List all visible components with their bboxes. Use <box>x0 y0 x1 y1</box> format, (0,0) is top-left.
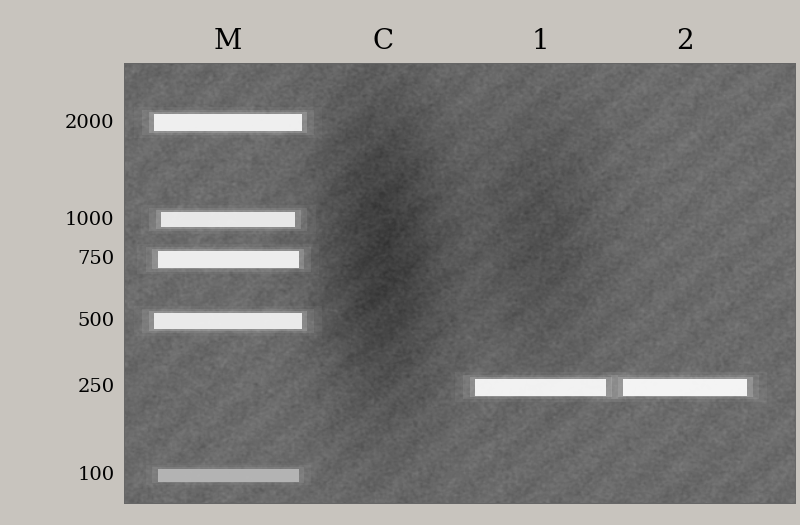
Bar <box>141 205 315 234</box>
Bar <box>134 306 322 336</box>
Bar <box>475 379 606 395</box>
Bar <box>455 372 626 402</box>
Bar <box>154 312 302 329</box>
Bar <box>142 309 314 333</box>
Bar <box>161 212 295 227</box>
Text: 500: 500 <box>78 312 114 330</box>
Bar <box>149 208 307 231</box>
Text: 750: 750 <box>78 250 114 268</box>
Bar <box>138 463 319 488</box>
Text: C: C <box>372 28 394 55</box>
Bar <box>603 372 767 402</box>
Bar <box>152 249 304 269</box>
Text: 1000: 1000 <box>65 211 114 228</box>
Bar <box>158 469 298 481</box>
Bar <box>611 375 759 400</box>
Bar <box>149 112 307 133</box>
Bar <box>470 377 611 397</box>
Text: 2: 2 <box>676 28 694 55</box>
Bar <box>158 251 298 268</box>
Bar <box>152 467 304 484</box>
Bar <box>142 110 314 135</box>
Text: 250: 250 <box>78 378 114 396</box>
Text: 1: 1 <box>532 28 550 55</box>
Bar <box>623 379 747 395</box>
Text: 2000: 2000 <box>65 113 114 132</box>
Bar <box>134 107 322 138</box>
Text: M: M <box>214 28 242 55</box>
Bar <box>155 210 301 229</box>
Text: 100: 100 <box>78 466 114 485</box>
Bar <box>146 465 311 486</box>
Bar <box>463 375 618 400</box>
Bar <box>154 114 302 131</box>
Bar <box>149 311 307 331</box>
Bar <box>146 247 311 271</box>
Bar <box>618 377 753 397</box>
Bar <box>138 244 319 274</box>
